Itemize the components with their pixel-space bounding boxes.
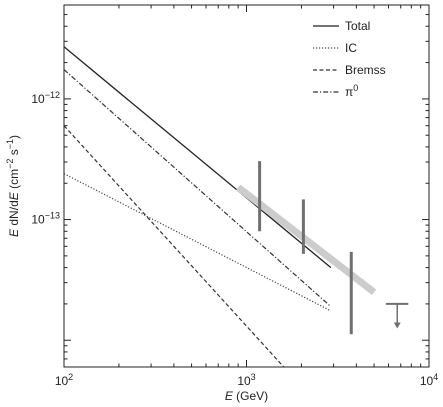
legend-label-superscript: 0 — [353, 83, 358, 93]
y-axis-label-exponent: −1 — [5, 139, 15, 149]
y-axis-label-seconds: s — [7, 149, 21, 158]
y-axis-label-exponent: −2 — [5, 159, 15, 169]
axis-labels: E (GeV)E dN/dE (cm−2 s−1) — [5, 135, 268, 403]
y-axis-label-dn: dN — [7, 210, 21, 229]
x-tick-label-base: 10 — [420, 374, 434, 388]
legend: Total IC Bremss π0 — [313, 19, 386, 99]
y-tick-label-exponent: −13 — [45, 211, 60, 221]
series-line — [63, 69, 332, 308]
upper-limit-arrowhead — [393, 322, 401, 329]
legend-label: π0 — [345, 83, 358, 99]
x-tick-label-base: 10 — [237, 374, 251, 388]
y-tick-label-base: 10 — [31, 92, 45, 106]
series-line — [63, 125, 285, 368]
legend-label: Total — [345, 19, 370, 33]
y-tick-label-exponent: −12 — [45, 90, 60, 100]
x-tick-label-exponent: 3 — [251, 372, 256, 382]
x-tick-label: 102 — [55, 372, 73, 388]
y-axis-label-units: (cm — [7, 169, 21, 192]
legend-label-text: Bremss — [345, 63, 386, 77]
x-axis-label-variable: E — [225, 389, 234, 403]
y-tick-label: 10−13 — [31, 211, 60, 227]
model-curves — [63, 46, 332, 368]
legend-label-text: π — [345, 85, 353, 99]
x-axis-label: E (GeV) — [225, 389, 268, 403]
x-tick-label-exponent: 4 — [433, 372, 438, 382]
legend-label-text: IC — [345, 41, 357, 55]
x-tick-label-exponent: 2 — [68, 372, 73, 382]
y-axis-label-slash: /d — [7, 200, 21, 210]
x-tick-label-base: 10 — [55, 374, 69, 388]
y-axis-label-variable: E — [7, 228, 21, 237]
measurements — [236, 161, 409, 335]
legend-label-text: Total — [345, 19, 370, 33]
legend-label: Bremss — [345, 63, 386, 77]
y-tick-label: 10−12 — [31, 90, 60, 106]
legend-label: IC — [345, 41, 357, 55]
y-axis-label: E dN/dE (cm−2 s−1) — [5, 135, 21, 237]
y-axis-label-close: ) — [7, 135, 21, 139]
x-tick-label: 103 — [237, 372, 255, 388]
x-axis-label-unit: (GeV) — [233, 389, 268, 403]
series-line — [63, 173, 332, 312]
x-tick-label: 104 — [420, 372, 438, 388]
series-line — [63, 46, 332, 269]
y-axis-label-variable: E — [7, 191, 21, 200]
y-tick-label-base: 10 — [31, 213, 45, 227]
